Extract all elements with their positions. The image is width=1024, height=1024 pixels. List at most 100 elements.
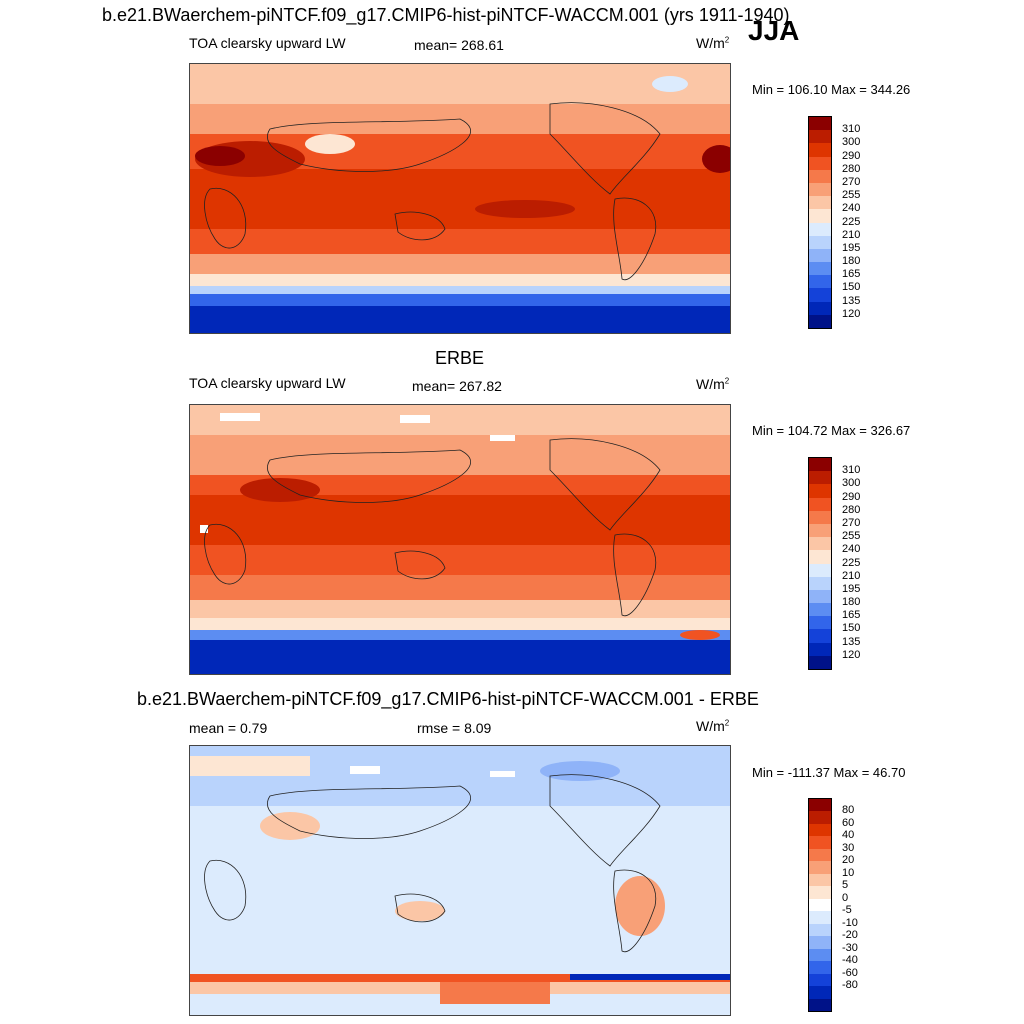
colorbar-tick-label: 270 — [842, 175, 861, 188]
colorbar-swatch — [809, 523, 831, 538]
colorbar-swatch — [809, 458, 831, 472]
colorbar-swatch — [809, 823, 831, 837]
colorbar-swatch — [809, 130, 831, 144]
panel1-variable: TOA clearsky upward LW — [189, 35, 346, 51]
colorbar-tick-label: 280 — [842, 503, 861, 516]
colorbar-swatch — [809, 811, 831, 824]
colorbar-tick-label: 150 — [842, 622, 861, 635]
colorbar-tick-label: 225 — [842, 215, 861, 228]
colorbar-swatch — [809, 196, 831, 210]
colorbar-swatch — [809, 655, 831, 669]
panel3-colorbar — [808, 798, 832, 1012]
colorbar-tick-label: 120 — [842, 648, 861, 661]
colorbar-swatch — [809, 169, 831, 183]
colorbar-swatch — [809, 222, 831, 236]
colorbar-swatch — [809, 616, 831, 630]
colorbar-tick-label: -40 — [842, 954, 858, 967]
colorbar-tick-label: 20 — [842, 854, 855, 867]
season-label: JJA — [748, 15, 800, 46]
colorbar-swatch — [809, 986, 831, 999]
colorbar-tick-label: -80 — [842, 979, 858, 992]
colorbar-swatch — [809, 642, 831, 656]
panel1-colorbar — [808, 116, 832, 329]
panel3-title: b.e21.BWaerchem-piNTCF.f09_g17.CMIP6-his… — [137, 689, 759, 709]
colorbar-swatch — [809, 156, 831, 170]
colorbar-swatch — [809, 923, 831, 937]
colorbar-tick-label: 270 — [842, 516, 861, 529]
colorbar-swatch — [809, 235, 831, 249]
colorbar-tick-label: 5 — [842, 879, 849, 892]
colorbar-swatch — [809, 143, 831, 157]
panel3-map — [189, 745, 731, 1016]
colorbar-swatch — [809, 288, 831, 302]
colorbar-swatch — [809, 248, 831, 263]
panel1-minmax: Min = 106.10 Max = 344.26 — [752, 82, 911, 97]
panel3-rmse: rmse = 8.09 — [417, 720, 492, 736]
colorbar-swatch — [809, 799, 831, 812]
colorbar-tick-label: 180 — [842, 596, 861, 609]
colorbar-swatch — [809, 948, 831, 962]
colorbar-swatch — [809, 603, 831, 617]
panel3-minmax: Min = -111.37 Max = 46.70 — [752, 765, 906, 780]
figure-title: b.e21.BWaerchem-piNTCF.f09_g17.CMIP6-his… — [102, 5, 790, 25]
panel1-map — [189, 63, 731, 334]
panel2-variable: TOA clearsky upward LW — [189, 375, 346, 391]
colorbar-tick-label: -60 — [842, 966, 858, 979]
colorbar-tick-label: 210 — [842, 228, 861, 241]
colorbar-swatch — [809, 873, 831, 887]
colorbar-tick-label: 290 — [842, 149, 861, 162]
colorbar-tick-label: 135 — [842, 635, 861, 648]
colorbar-swatch — [809, 911, 831, 924]
panel2-mean: mean= 267.82 — [412, 378, 502, 394]
colorbar-swatch — [809, 275, 831, 289]
panel2-map — [189, 404, 731, 675]
colorbar-tick-label: 240 — [842, 543, 861, 556]
colorbar-swatch — [809, 510, 831, 524]
panel3-mean: mean = 0.79 — [189, 720, 268, 736]
colorbar-tick-label: 10 — [842, 866, 855, 879]
colorbar-swatch — [809, 209, 831, 223]
colorbar-tick-label: 255 — [842, 530, 861, 543]
colorbar-tick-label: 180 — [842, 255, 861, 268]
colorbar-tick-label: 210 — [842, 569, 861, 582]
colorbar-swatch — [809, 550, 831, 564]
colorbar-swatch — [809, 861, 831, 874]
colorbar-tick-label: 60 — [842, 816, 855, 829]
colorbar-tick-label: 165 — [842, 268, 861, 281]
colorbar-tick-label: 310 — [842, 464, 861, 477]
colorbar-tick-label: 195 — [842, 582, 861, 595]
colorbar-tick-label: 30 — [842, 841, 855, 854]
colorbar-tick-label: 120 — [842, 307, 861, 320]
colorbar-swatch — [809, 961, 831, 974]
colorbar-tick-label: 165 — [842, 609, 861, 622]
colorbar-tick-label: 300 — [842, 136, 861, 149]
colorbar-swatch — [809, 262, 831, 276]
colorbar-swatch — [809, 117, 831, 131]
colorbar-swatch — [809, 848, 831, 862]
panel1-mean: mean= 268.61 — [414, 37, 504, 53]
panel2-colorbar — [808, 457, 832, 670]
colorbar-tick-label: 195 — [842, 241, 861, 254]
colorbar-tick-label: 0 — [842, 891, 849, 904]
colorbar-tick-label: -10 — [842, 916, 858, 929]
colorbar-tick-label: -5 — [842, 904, 852, 917]
colorbar-tick-label: 310 — [842, 123, 861, 136]
colorbar-swatch — [809, 898, 831, 912]
colorbar-swatch — [809, 629, 831, 643]
colorbar-tick-label: 40 — [842, 829, 855, 842]
colorbar-swatch — [809, 936, 831, 949]
colorbar-tick-label: 225 — [842, 556, 861, 569]
panel2-units: W/m2 — [696, 376, 730, 392]
colorbar-swatch — [809, 836, 831, 849]
colorbar-tick-label: 80 — [842, 804, 855, 817]
colorbar-swatch — [809, 301, 831, 315]
colorbar-tick-label: 150 — [842, 281, 861, 294]
panel3-units: W/m2 — [696, 718, 730, 734]
colorbar-swatch — [809, 314, 831, 328]
colorbar-swatch — [809, 471, 831, 485]
panel1-units: W/m2 — [696, 35, 730, 51]
colorbar-tick-label: -30 — [842, 941, 858, 954]
colorbar-swatch — [809, 998, 831, 1011]
colorbar-tick-label: 135 — [842, 294, 861, 307]
colorbar-tick-label: 240 — [842, 202, 861, 215]
